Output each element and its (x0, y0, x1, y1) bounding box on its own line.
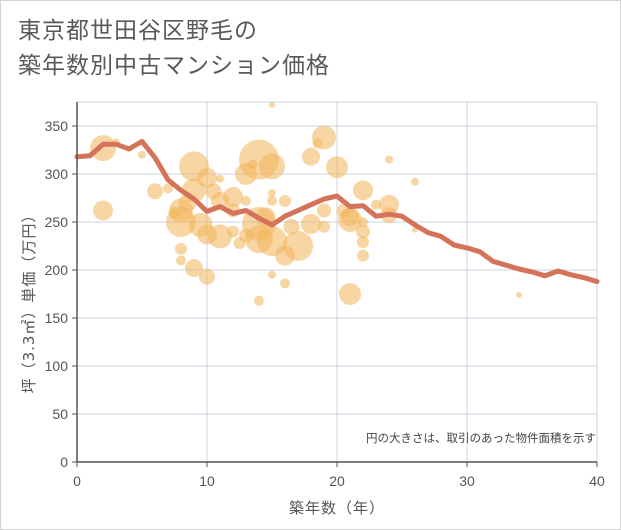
bubble-point (339, 283, 361, 305)
bubble-point (216, 174, 224, 183)
bubble-point (268, 189, 276, 198)
bubble-point (138, 150, 146, 159)
bubble-point (279, 194, 291, 207)
bubble-point (208, 224, 232, 249)
bubble-point (411, 177, 419, 186)
bubble-point (357, 249, 369, 262)
x-tick-label: 10 (199, 473, 215, 489)
bubble-point (93, 200, 113, 221)
bubble-point (199, 268, 215, 285)
y-tick-label: 0 (60, 454, 68, 470)
y-tick-label: 300 (45, 166, 69, 182)
bubble-point (147, 183, 163, 200)
bubble-point (318, 220, 330, 233)
bubble-point (356, 224, 370, 239)
bubble-point (283, 218, 300, 235)
bubble-point (312, 125, 336, 150)
bubble-point (317, 203, 331, 218)
chart-note: 円の大きさは、取引のあった物件面積を示す (366, 431, 596, 445)
bubble-point (175, 242, 187, 255)
bubble-point (163, 183, 173, 194)
bubble-point (185, 259, 203, 278)
bubble-point (516, 291, 522, 298)
bubble-point (241, 195, 251, 206)
bubble-point (357, 236, 369, 249)
bubble-point (302, 147, 320, 166)
bubble-point (268, 270, 276, 279)
bubble-point (269, 101, 275, 108)
bubble-point (90, 135, 116, 162)
bubble-point (338, 208, 362, 233)
bubble-point (254, 295, 264, 306)
y-tick-label: 250 (45, 214, 69, 230)
x-tick-label: 20 (329, 473, 345, 489)
bubble-point (385, 155, 393, 164)
y-tick-label: 350 (45, 118, 69, 134)
bubble-point (223, 187, 243, 208)
bubble-point (283, 231, 313, 261)
bubble-point (371, 199, 381, 210)
title-line-2: 築年数別中古マンション価格 (18, 53, 330, 79)
bubble-point (267, 195, 277, 206)
y-tick-label: 50 (52, 406, 68, 422)
x-axis-label: 築年数（年） (289, 499, 385, 517)
x-tick-label: 40 (589, 473, 605, 489)
bubble-point (358, 217, 368, 227)
bubble-point (353, 180, 373, 201)
bubble-point (259, 153, 285, 180)
y-tick-label: 150 (45, 310, 69, 326)
chart-title: 東京都世田谷区野毛の 築年数別中古マンション価格 (18, 14, 330, 84)
axes (72, 102, 598, 467)
bubble-point (227, 225, 239, 238)
bubble-point (197, 167, 217, 188)
trend-line (74, 138, 600, 284)
tick-labels: 0 10 20 30 40 0 50 100 150 200 250 300 350 (45, 118, 605, 489)
bubble-point (326, 156, 348, 179)
y-tick-label: 200 (45, 262, 69, 278)
y-tick-label: 100 (45, 358, 69, 374)
bubble-point (301, 213, 321, 234)
bubble-point (176, 255, 186, 266)
bubble-point (280, 278, 290, 289)
bubble-series (90, 101, 522, 306)
title-line-1: 東京都世田谷区野毛の (18, 18, 258, 44)
y-axis-label: 坪（3.3㎡）単価（万円） (20, 207, 38, 394)
x-tick-label: 0 (73, 473, 81, 489)
x-tick-label: 30 (459, 473, 475, 489)
